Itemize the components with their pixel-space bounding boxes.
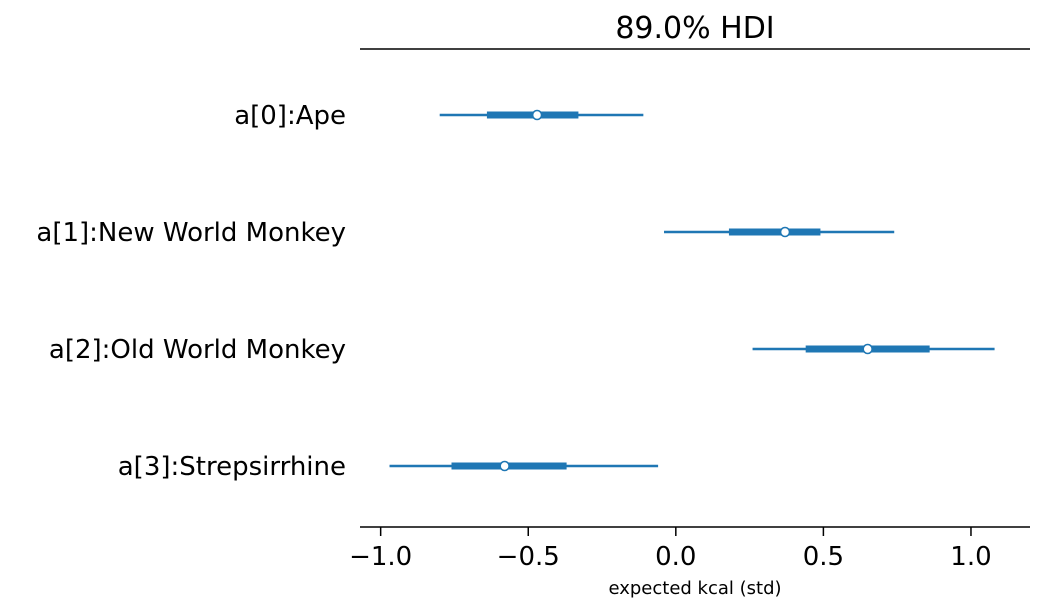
interval-row: [752, 343, 995, 355]
x-ticks: −1.0 −0.5 0.0 0.5 1.0: [349, 527, 992, 572]
median-point: [779, 226, 791, 238]
interval-row: [664, 226, 895, 238]
x-tick-label: 1.0: [950, 542, 991, 572]
category-label: a[3]:Strepsirrhine: [118, 452, 346, 482]
category-label: a[0]:Ape: [234, 101, 346, 131]
x-axis-label: expected kcal (std): [608, 578, 781, 599]
x-tick-label: 0.0: [655, 542, 696, 572]
interval-row: [389, 460, 659, 472]
median-point: [531, 109, 543, 121]
category-label: a[2]:Old World Monkey: [49, 335, 346, 365]
chart-title: 89.0% HDI: [615, 11, 774, 46]
x-tick-label: −0.5: [497, 542, 560, 572]
median-point: [499, 460, 510, 472]
interval-marks: [389, 109, 995, 472]
interval-row: [439, 109, 644, 121]
x-tick-label: −1.0: [349, 542, 412, 572]
category-label: a[1]:New World Monkey: [36, 218, 346, 248]
category-labels: a[0]:Ape a[1]:New World Monkey a[2]:Old Wo…: [36, 101, 346, 482]
median-point: [862, 343, 873, 355]
x-tick-label: 0.5: [803, 542, 844, 572]
